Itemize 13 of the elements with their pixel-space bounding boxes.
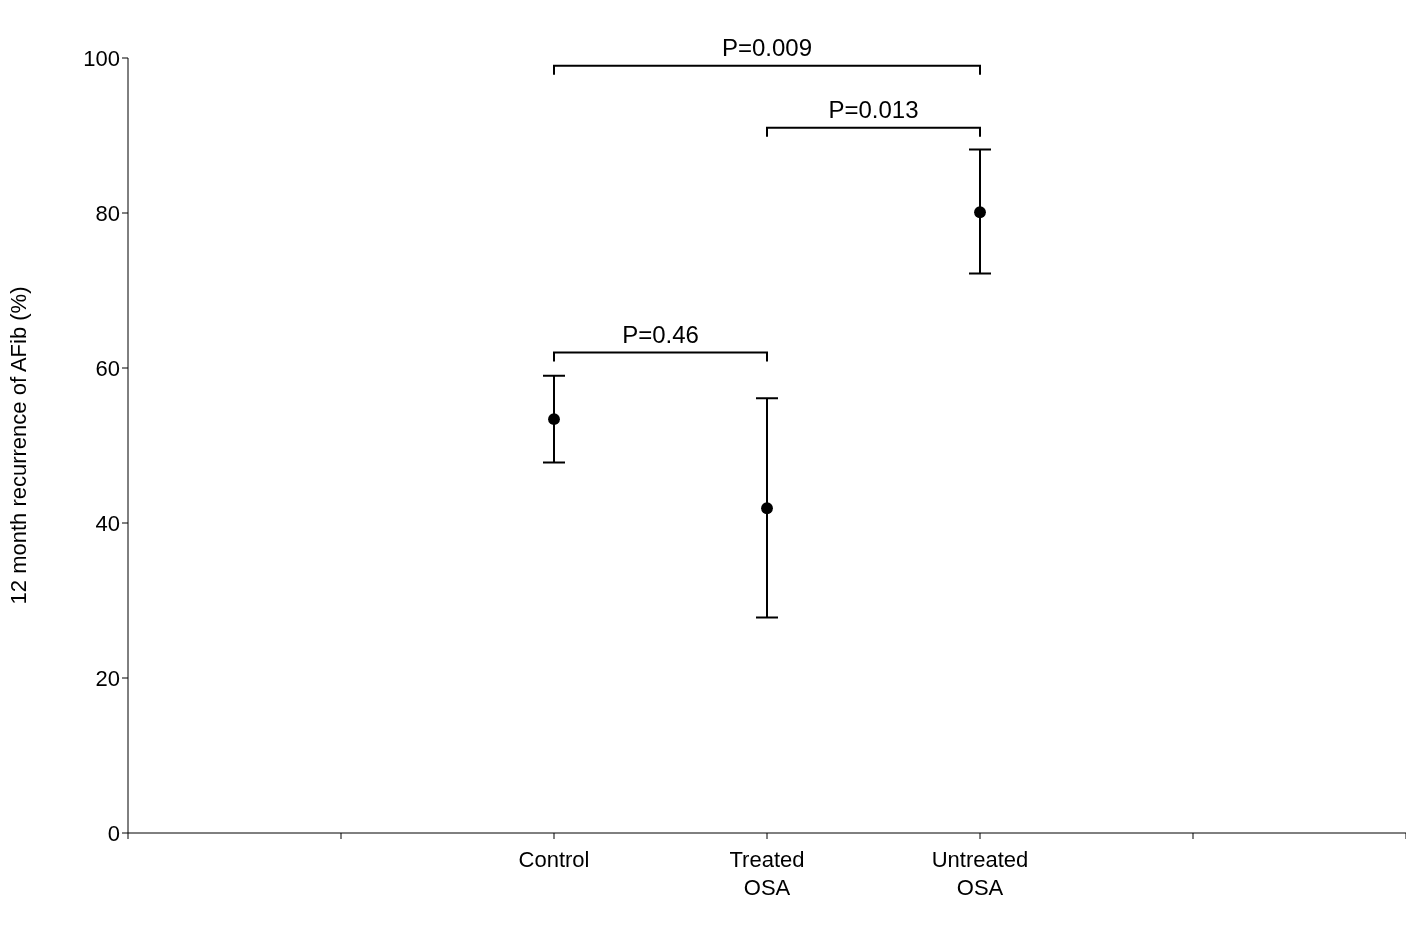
x-tick-label: Control — [518, 847, 590, 872]
annotation: P=0.009 — [721, 33, 813, 61]
y-tick-label: 20 — [95, 665, 120, 691]
annotation: P=0.46 — [622, 320, 699, 348]
annotation: P=0.013 — [828, 95, 919, 123]
y-tick-label: 40 — [95, 510, 120, 536]
x-tick-label: Treated OSA — [729, 847, 805, 900]
y-tick-label: 0 — [107, 820, 120, 846]
y-tick-label: 80 — [95, 200, 120, 226]
y-axis-title: 12 month recurrence of AFib (%) — [5, 286, 31, 605]
x-tick-label: Untreated OSA — [931, 847, 1029, 900]
y-tick-label: 100 — [83, 45, 120, 71]
y-tick-label: 60 — [95, 355, 120, 381]
